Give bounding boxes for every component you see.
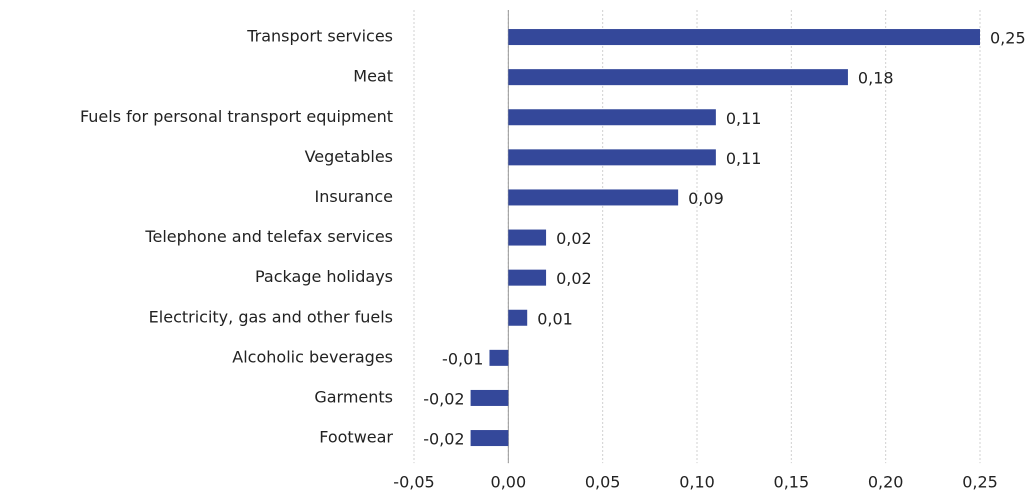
y-tick-label: Footwear (319, 428, 393, 447)
y-tick-label: Electricity, gas and other fuels (149, 307, 393, 326)
bar (508, 149, 716, 166)
value-label: 0,11 (726, 109, 762, 128)
value-label: 0,01 (537, 309, 573, 328)
value-label: -0,01 (442, 349, 483, 368)
bar (508, 29, 980, 46)
value-label: 0,25 (990, 29, 1026, 48)
y-tick-label: Transport services (246, 27, 393, 46)
x-tick-label: -0,05 (393, 473, 434, 492)
bar (508, 309, 528, 326)
x-tick-label: 0,05 (585, 473, 621, 492)
y-tick-label: Insurance (315, 187, 394, 206)
bar (508, 229, 547, 246)
y-tick-label: Alcoholic beverages (232, 347, 393, 366)
bar (508, 109, 716, 126)
value-label: -0,02 (423, 430, 464, 449)
value-label: 0,11 (726, 149, 762, 168)
bar (470, 430, 509, 447)
value-label: 0,02 (556, 229, 592, 248)
y-tick-label: Package holidays (255, 267, 393, 286)
y-tick-label: Meat (353, 67, 393, 86)
x-tick-label: 0,20 (868, 473, 904, 492)
x-tick-label: 0,10 (679, 473, 715, 492)
y-tick-label: Vegetables (305, 147, 393, 166)
x-tick-label: 0,00 (491, 473, 527, 492)
x-tick-label: 0,15 (774, 473, 810, 492)
y-tick-label: Telephone and telefax services (144, 227, 393, 246)
value-label: -0,02 (423, 389, 464, 408)
bar (508, 69, 848, 86)
x-tick-label: 0,25 (962, 473, 998, 492)
bar (489, 349, 509, 366)
bar (508, 269, 547, 286)
y-tick-label: Garments (314, 387, 393, 406)
value-label: 0,09 (688, 189, 724, 208)
value-label: 0,02 (556, 269, 592, 288)
bar (470, 389, 509, 406)
y-tick-label: Fuels for personal transport equipment (80, 107, 393, 126)
value-label: 0,18 (858, 69, 894, 88)
bar (508, 189, 679, 206)
